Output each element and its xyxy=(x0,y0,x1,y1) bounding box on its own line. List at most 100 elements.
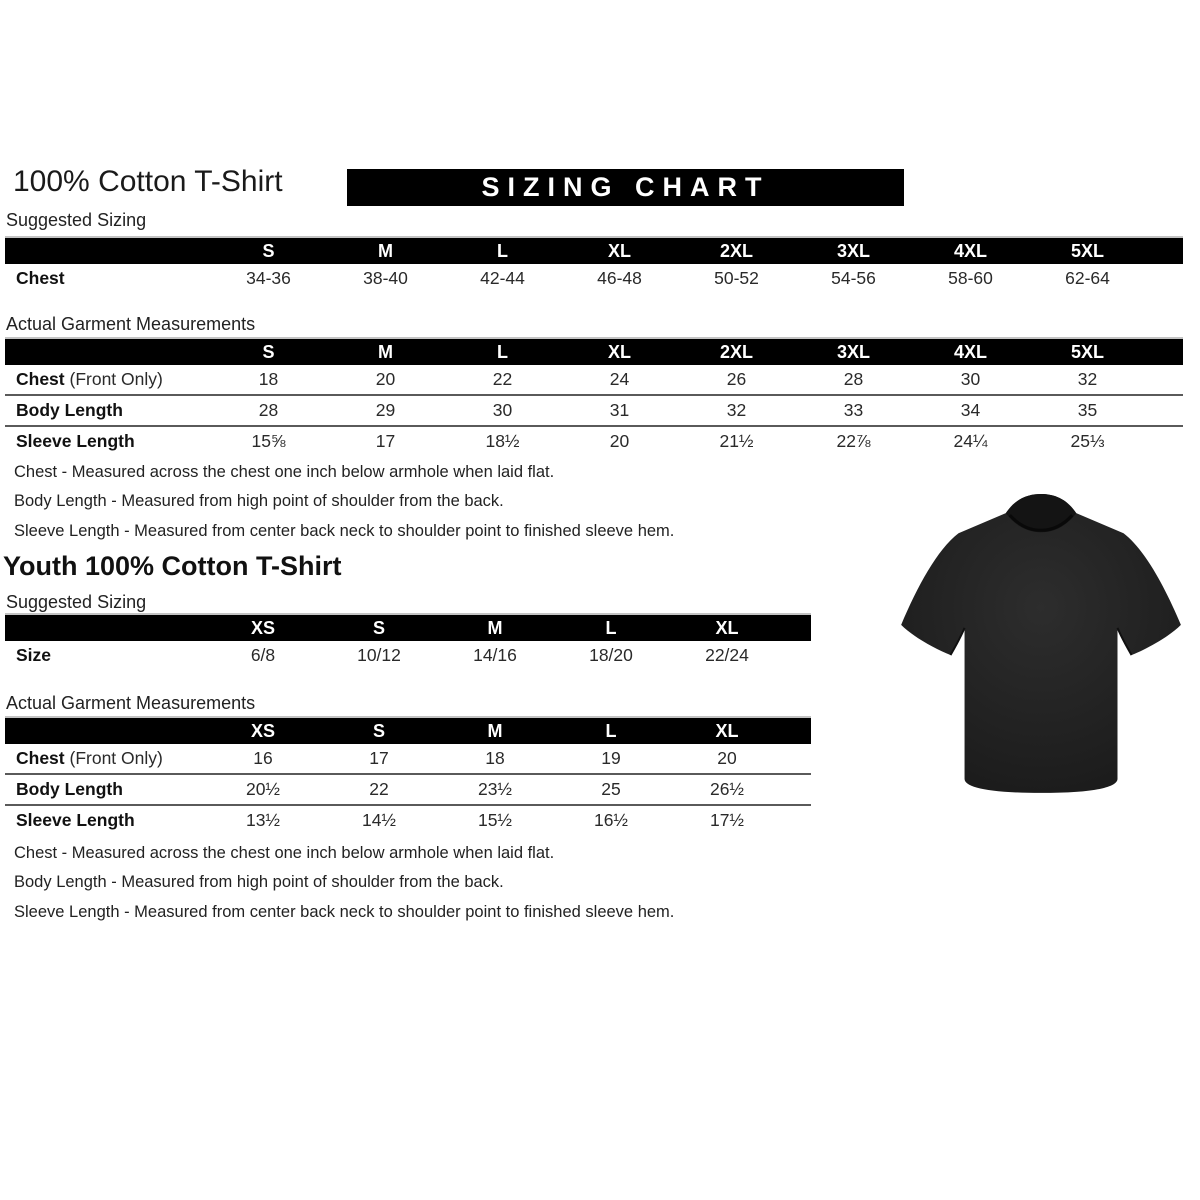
cell: 22/24 xyxy=(705,645,749,665)
adult-suggested-table: S M L XL 2XL 3XL 4XL 5XL Chest 34-36 38-… xyxy=(5,236,1183,293)
cell: 22 xyxy=(492,369,513,389)
row-label-suffix: (Front Only) xyxy=(64,748,163,768)
row-label: Body Length xyxy=(5,394,210,426)
header-spacer xyxy=(5,717,205,744)
cell: 18/20 xyxy=(589,645,633,665)
cell-filler xyxy=(1146,394,1183,426)
youth-suggested-heading: Suggested Sizing xyxy=(6,592,147,612)
cell: 17 xyxy=(327,425,444,456)
col-header: S xyxy=(321,717,437,744)
cell: 54-56 xyxy=(831,268,876,288)
cell: 22⅞ xyxy=(795,425,912,456)
row-label-text: Body Length xyxy=(16,779,123,799)
header-row: XS S M L XL xyxy=(5,717,811,744)
cell: 14½ xyxy=(321,804,437,835)
cell-filler xyxy=(785,773,811,805)
col-header: XL xyxy=(561,338,678,365)
cell: 20½ xyxy=(205,773,321,805)
youth-measurement-notes: Chest - Measured across the chest one in… xyxy=(14,839,674,927)
youth-measurements-table: XS S M L XL Chest (Front Only) 16 17 18 … xyxy=(5,716,811,835)
cell: 32 xyxy=(1077,369,1098,389)
cell: 14/16 xyxy=(473,645,517,665)
adult-measurements-table: S M L XL 2XL 3XL 4XL 5XL Chest (Front On… xyxy=(5,337,1183,456)
youth-suggested-table: XS S M L XL Size 6/8 10/12 14/16 18/20 2… xyxy=(5,613,811,670)
row-label-text: Chest xyxy=(16,748,65,768)
col-header: 2XL xyxy=(678,237,795,264)
cell: 35 xyxy=(1029,394,1146,426)
cell: 25⅓ xyxy=(1029,425,1146,456)
cell-filler xyxy=(1146,365,1183,395)
cell: 34-36 xyxy=(246,268,291,288)
cell: 20 xyxy=(561,425,678,456)
sizing-chart-banner: SIZING CHART xyxy=(347,169,904,206)
cell: 15⅝ xyxy=(210,425,327,456)
measurement-note: Sleeve Length - Measured from center bac… xyxy=(14,521,675,540)
row-label-text: Sleeve Length xyxy=(16,810,135,830)
col-header: XS xyxy=(205,614,321,641)
row-label-text: Chest xyxy=(16,369,65,389)
measurement-note: Chest - Measured across the chest one in… xyxy=(14,463,555,481)
cell: 20 xyxy=(717,748,737,768)
row-label-text: Size xyxy=(16,645,52,665)
tshirt-icon xyxy=(901,494,1181,793)
measurement-note: Body Length - Measured from high point o… xyxy=(14,492,504,511)
col-header: 4XL xyxy=(912,338,1029,365)
row-label: Sleeve Length xyxy=(5,804,205,835)
cell: 18½ xyxy=(444,425,561,456)
row-label: Chest xyxy=(5,264,210,293)
header-row: S M L XL 2XL 3XL 4XL 5XL xyxy=(5,237,1183,264)
cell: 13½ xyxy=(205,804,321,835)
col-header: 3XL xyxy=(795,338,912,365)
table-row: Body Length 28 29 30 31 32 33 34 35 xyxy=(5,394,1183,426)
cell-filler xyxy=(1146,264,1183,293)
black-tshirt-image xyxy=(886,485,1188,807)
cell: 19 xyxy=(601,748,621,768)
header-filler xyxy=(785,614,811,641)
header-row: S M L XL 2XL 3XL 4XL 5XL xyxy=(5,338,1183,365)
cell: 22 xyxy=(321,773,437,805)
adult-measurement-notes: Chest - Measured across the chest one in… xyxy=(14,458,674,546)
header-row: XS S M L XL xyxy=(5,614,811,641)
row-label: Chest (Front Only) xyxy=(5,744,205,774)
table-row: Body Length 20½ 22 23½ 25 26½ xyxy=(5,773,811,805)
col-header: 4XL xyxy=(912,237,1029,264)
table-row: Chest 34-36 38-40 42-44 46-48 50-52 54-5… xyxy=(5,264,1183,293)
cell: 31 xyxy=(561,394,678,426)
cell: 23½ xyxy=(437,773,553,805)
adult-actual-heading: Actual Garment Measurements xyxy=(6,314,256,334)
col-header: XL xyxy=(561,237,678,264)
cell: 42-44 xyxy=(480,268,525,288)
col-header: XL xyxy=(669,614,785,641)
table-row: Sleeve Length 15⅝ 17 18½ 20 21½ 22⅞ 24¼ … xyxy=(5,425,1183,456)
row-label: Sleeve Length xyxy=(5,425,210,456)
cell: 20 xyxy=(375,369,396,389)
col-header: S xyxy=(321,614,437,641)
col-header: 3XL xyxy=(795,237,912,264)
col-header: L xyxy=(553,717,669,744)
header-spacer xyxy=(5,338,210,365)
cell: 33 xyxy=(795,394,912,426)
table-row: Chest (Front Only) 18 20 22 24 26 28 30 … xyxy=(5,365,1183,395)
col-header: S xyxy=(210,237,327,264)
cell: 15½ xyxy=(437,804,553,835)
cell: 29 xyxy=(327,394,444,426)
cell: 25 xyxy=(553,773,669,805)
youth-section-title: Youth 100% Cotton T-Shirt xyxy=(3,551,342,581)
header-filler xyxy=(785,717,811,744)
col-header: M xyxy=(437,614,553,641)
header-filler xyxy=(1146,338,1183,365)
cell: 58-60 xyxy=(948,268,993,288)
cell: 26 xyxy=(726,369,747,389)
cell-filler xyxy=(785,804,811,835)
cell: 38-40 xyxy=(363,268,408,288)
col-header: M xyxy=(437,717,553,744)
cell: 16½ xyxy=(553,804,669,835)
col-header: XL xyxy=(669,717,785,744)
cell: 34 xyxy=(912,394,1029,426)
cell: 16 xyxy=(253,748,273,768)
cell: 46-48 xyxy=(597,268,642,288)
col-header: 5XL xyxy=(1029,237,1146,264)
cell: 50-52 xyxy=(714,268,759,288)
cell: 21½ xyxy=(678,425,795,456)
page-title: 100% Cotton T-Shirt xyxy=(13,165,283,198)
